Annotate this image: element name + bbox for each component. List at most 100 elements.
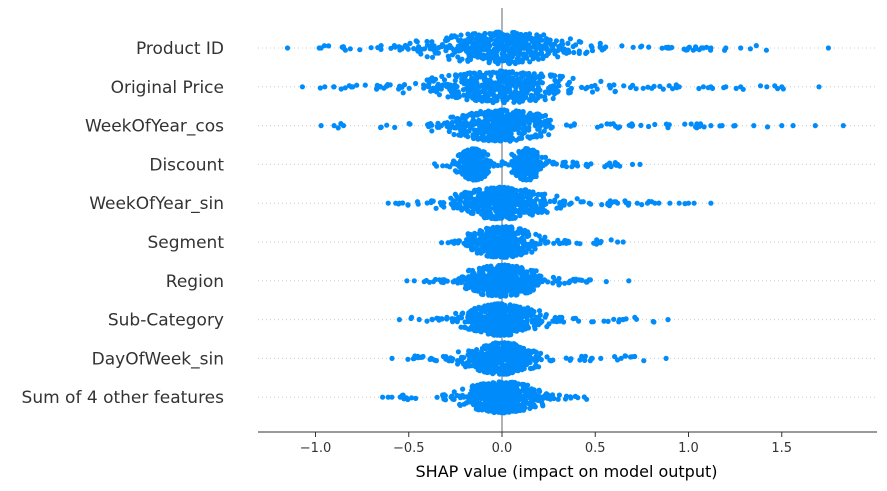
shap-point [565, 40, 571, 47]
shap-point [692, 46, 698, 52]
shap-point [474, 355, 480, 362]
shap-point [656, 200, 662, 206]
shap-point [400, 90, 406, 96]
shap-point [578, 277, 584, 283]
shap-outlier-point [428, 355, 434, 361]
shap-point [483, 70, 490, 76]
shap-point [606, 82, 613, 88]
shap-point [701, 124, 707, 130]
shap-point [534, 55, 540, 61]
shap-point [459, 151, 465, 157]
shap-point [408, 315, 414, 322]
shap-point [546, 85, 552, 91]
shap-point [612, 354, 618, 360]
shap-point [465, 134, 471, 140]
shap-point [534, 314, 540, 320]
shap-point [561, 319, 567, 325]
shap-point [477, 328, 483, 334]
shap-point [495, 117, 501, 123]
shap-point [512, 121, 518, 127]
shap-point [567, 36, 574, 42]
shap-point [556, 275, 562, 282]
shap-point [663, 44, 669, 51]
shap-point [457, 158, 464, 164]
shap-point [499, 31, 505, 37]
shap-point [499, 57, 505, 63]
shap-point [490, 380, 496, 386]
shap-outlier-point [812, 123, 818, 129]
shap-point [450, 316, 456, 322]
shap-point [598, 123, 604, 129]
shap-point [414, 39, 420, 45]
shap-point [504, 46, 510, 52]
shap-point [470, 76, 476, 82]
shap-point [446, 358, 452, 364]
shap-point [476, 240, 482, 246]
shap-point [482, 215, 488, 221]
shap-point [499, 51, 505, 57]
shap-point [423, 277, 429, 284]
shap-point [407, 40, 413, 47]
shap-point [537, 312, 543, 318]
shap-point [362, 82, 368, 88]
shap-point [578, 39, 584, 45]
shap-point [552, 51, 558, 57]
shap-point [560, 198, 566, 204]
shap-point [500, 238, 506, 244]
shap-point [611, 82, 617, 88]
shap-point [476, 84, 482, 90]
shap-point [536, 354, 542, 360]
shap-point [532, 123, 538, 129]
shap-point [514, 94, 520, 100]
shap-outlier-point [667, 200, 673, 206]
shap-outlier-point [652, 200, 658, 206]
shap-outlier-point [719, 123, 725, 129]
shap-point [505, 84, 511, 91]
shap-point [439, 43, 445, 50]
shap-point [525, 202, 531, 208]
shap-outlier-point [284, 45, 291, 51]
shap-point [511, 247, 517, 253]
shap-point [630, 44, 636, 50]
shap-point [764, 124, 771, 130]
shap-point [492, 241, 498, 247]
shap-point [524, 355, 531, 361]
shap-point [444, 35, 450, 41]
shap-point [465, 314, 471, 321]
shap-point [554, 193, 560, 199]
shap-point [469, 94, 475, 100]
shap-point [459, 46, 465, 52]
shap-point [516, 114, 522, 120]
shap-point [516, 148, 522, 155]
shap-point [494, 340, 500, 346]
shap-point [496, 370, 502, 376]
shap-point [452, 77, 458, 84]
shap-point [533, 151, 539, 157]
shap-point [619, 43, 625, 49]
shap-point [536, 308, 543, 314]
shap-point [514, 367, 520, 373]
shap-point [495, 125, 501, 131]
shap-point [579, 84, 585, 90]
shap-point [509, 54, 515, 60]
shap-point [510, 38, 516, 44]
shap-point [630, 82, 636, 88]
shap-point [539, 161, 545, 167]
shap-point [441, 77, 448, 83]
shap-point [566, 79, 573, 85]
shap-point [446, 72, 452, 79]
shap-point [542, 314, 548, 320]
shap-point [525, 348, 531, 354]
shap-point [532, 206, 539, 212]
shap-point [562, 159, 568, 165]
shap-point [566, 87, 572, 94]
shap-outlier-point [685, 45, 692, 51]
shap-outlier-point [700, 84, 707, 90]
shap-point [512, 60, 519, 67]
shap-point [504, 326, 510, 332]
shap-point [495, 263, 501, 269]
shap-point [612, 89, 618, 95]
shap-point [520, 33, 526, 39]
shap-point [354, 82, 360, 88]
shap-point [520, 89, 526, 95]
